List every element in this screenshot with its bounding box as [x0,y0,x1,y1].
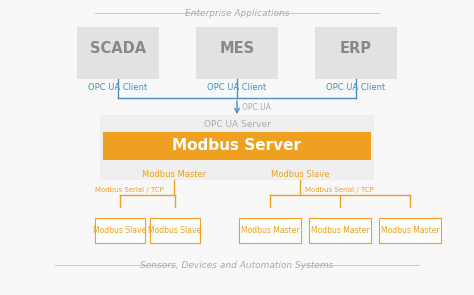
Text: Modbus Server: Modbus Server [173,138,301,153]
Text: Modbus Serial / TCP: Modbus Serial / TCP [95,187,164,193]
Text: Modbus Slave: Modbus Slave [148,226,201,235]
Text: Modbus Slave: Modbus Slave [93,226,146,235]
Text: Modbus Serial / TCP: Modbus Serial / TCP [305,187,374,193]
Text: ERP: ERP [340,41,372,56]
Text: Modbus Master: Modbus Master [142,170,206,179]
Text: SCADA: SCADA [90,41,146,56]
Text: Modbus Master: Modbus Master [241,226,299,235]
FancyBboxPatch shape [77,27,159,79]
FancyBboxPatch shape [150,218,200,243]
FancyBboxPatch shape [309,218,371,243]
FancyBboxPatch shape [379,218,441,243]
Text: OPC UA Server: OPC UA Server [203,120,271,129]
Text: MES: MES [219,41,255,56]
Text: Modbus Master: Modbus Master [310,226,369,235]
Text: Modbus Slave: Modbus Slave [271,170,329,179]
FancyBboxPatch shape [315,27,397,79]
Text: OPC UA Client: OPC UA Client [327,83,386,92]
Text: OPC UA Client: OPC UA Client [207,83,266,92]
Text: Modbus Master: Modbus Master [381,226,439,235]
Text: Enterprise Applications: Enterprise Applications [185,9,289,17]
FancyBboxPatch shape [100,115,374,180]
FancyBboxPatch shape [103,132,371,160]
Text: OPC UA Client: OPC UA Client [88,83,147,92]
FancyBboxPatch shape [196,27,278,79]
FancyBboxPatch shape [239,218,301,243]
Text: OPC UA: OPC UA [242,102,271,112]
FancyBboxPatch shape [95,218,145,243]
Text: Sensors, Devices and Automation Systems: Sensors, Devices and Automation Systems [140,260,334,270]
